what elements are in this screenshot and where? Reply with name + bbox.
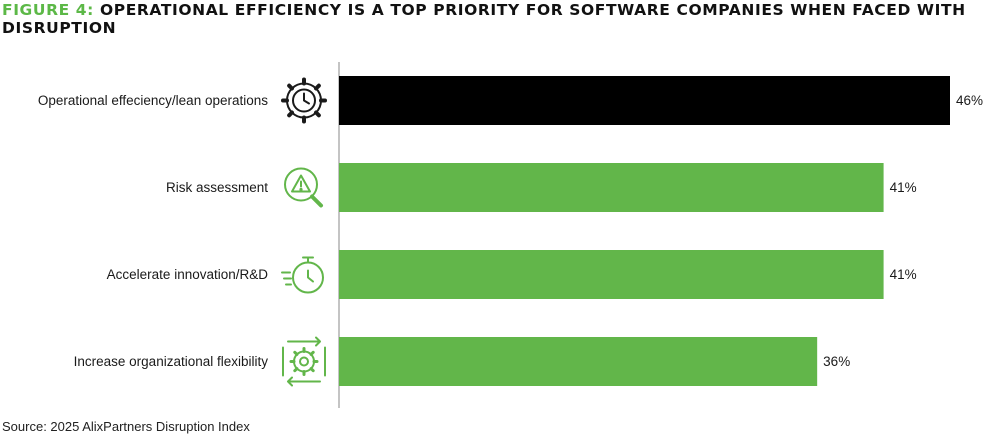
- bar: [339, 337, 818, 386]
- value-label: 41%: [890, 267, 917, 282]
- figure-label: FIGURE 4:: [2, 1, 94, 19]
- category-label: Accelerate innovation/R&D: [107, 267, 269, 282]
- bar: [339, 250, 884, 299]
- title-text: OPERATIONAL EFFICIENCY IS A TOP PRIORITY…: [2, 1, 966, 37]
- gear-clock-icon: [281, 77, 327, 124]
- bar-row: Increase organizational flexibility 36%: [74, 336, 850, 387]
- chart-rows: Operational effeciency/lean operations 46…: [38, 76, 983, 387]
- value-label: 46%: [956, 93, 983, 108]
- bar-row: Accelerate innovation/R&D 41%: [107, 250, 917, 299]
- bar: [339, 163, 884, 212]
- flex-gear-icon: [282, 336, 326, 387]
- bar-row: Operational effeciency/lean operations 46…: [38, 76, 983, 125]
- category-label: Risk assessment: [166, 180, 268, 195]
- risk-magnifier-icon: [284, 167, 323, 208]
- value-label: 41%: [890, 180, 917, 195]
- bar-row: Risk assessment 41%: [166, 163, 917, 212]
- category-label: Increase organizational flexibility: [74, 354, 269, 369]
- value-label: 36%: [823, 354, 850, 369]
- stopwatch-icon: [281, 256, 324, 294]
- source-note: Source: 2025 AlixPartners Disruption Ind…: [2, 419, 250, 434]
- bar: [339, 76, 950, 125]
- chart-title: FIGURE 4: OPERATIONAL EFFICIENCY IS A TO…: [2, 1, 992, 37]
- category-label: Operational effeciency/lean operations: [38, 93, 268, 108]
